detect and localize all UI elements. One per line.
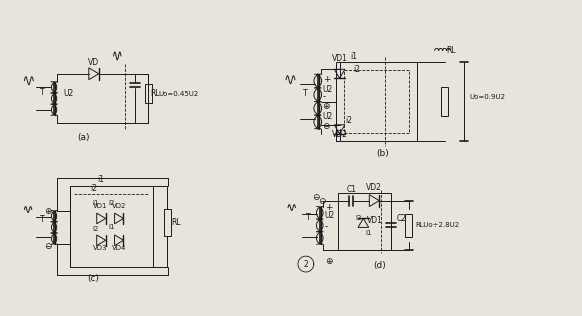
Text: i2: i2 xyxy=(356,216,362,222)
Text: i1: i1 xyxy=(98,175,105,184)
Text: (c): (c) xyxy=(88,274,100,283)
Text: C2: C2 xyxy=(397,215,407,223)
Text: T: T xyxy=(40,88,45,97)
Bar xyxy=(336,62,417,141)
Text: U2: U2 xyxy=(322,85,333,94)
Text: (a): (a) xyxy=(77,133,90,142)
Text: ⊖: ⊖ xyxy=(312,193,320,202)
Text: i1: i1 xyxy=(365,230,372,236)
Text: i2: i2 xyxy=(346,116,353,125)
Text: Uo=0.45U2: Uo=0.45U2 xyxy=(158,91,198,97)
Text: i2: i2 xyxy=(93,226,99,232)
Text: +: + xyxy=(322,75,330,84)
Bar xyxy=(145,84,152,103)
Text: U2: U2 xyxy=(325,211,335,221)
Bar xyxy=(406,214,413,237)
Text: ⊖: ⊖ xyxy=(318,197,325,206)
Text: RL: RL xyxy=(171,218,180,227)
Text: Uo=0.9U2: Uo=0.9U2 xyxy=(470,94,505,100)
Text: VD2: VD2 xyxy=(112,203,127,209)
Text: ⊕: ⊕ xyxy=(325,257,332,266)
Text: ⊖: ⊖ xyxy=(322,122,329,131)
Text: T: T xyxy=(306,213,310,222)
Text: i1: i1 xyxy=(350,52,357,61)
Text: ⊕: ⊕ xyxy=(44,207,52,216)
Bar xyxy=(70,186,153,267)
Text: RL: RL xyxy=(150,89,160,98)
Bar xyxy=(164,209,171,236)
Text: C1: C1 xyxy=(346,185,356,194)
Text: (d): (d) xyxy=(373,261,386,270)
Text: VD3: VD3 xyxy=(93,245,107,251)
Text: T: T xyxy=(303,88,307,98)
Bar xyxy=(338,193,391,250)
Text: U2: U2 xyxy=(64,88,74,98)
Text: VD1: VD1 xyxy=(93,203,107,209)
Text: U2: U2 xyxy=(322,112,333,121)
Text: RLUo÷2.8U2: RLUo÷2.8U2 xyxy=(415,222,459,228)
Text: VD1: VD1 xyxy=(367,216,383,225)
Text: i2: i2 xyxy=(353,65,360,74)
Text: 2: 2 xyxy=(303,260,308,269)
Text: (b): (b) xyxy=(376,149,389,157)
Text: i1: i1 xyxy=(93,200,100,206)
Text: i1: i1 xyxy=(109,224,115,230)
Text: i2: i2 xyxy=(90,184,97,193)
Text: VD1: VD1 xyxy=(332,54,347,63)
Text: -: - xyxy=(325,222,328,231)
Bar xyxy=(343,70,409,133)
Text: -: - xyxy=(322,93,326,101)
Text: VD2: VD2 xyxy=(332,130,347,139)
Text: T: T xyxy=(40,216,45,224)
Text: ⊕: ⊕ xyxy=(322,102,329,112)
Text: VD: VD xyxy=(88,58,100,67)
Bar xyxy=(441,87,448,116)
Text: RL: RL xyxy=(446,46,456,55)
Text: +: + xyxy=(325,203,332,211)
Text: ⊖: ⊖ xyxy=(44,242,52,251)
Text: i2: i2 xyxy=(109,200,115,206)
Text: VD2: VD2 xyxy=(366,183,382,192)
Text: VD4: VD4 xyxy=(112,245,127,251)
